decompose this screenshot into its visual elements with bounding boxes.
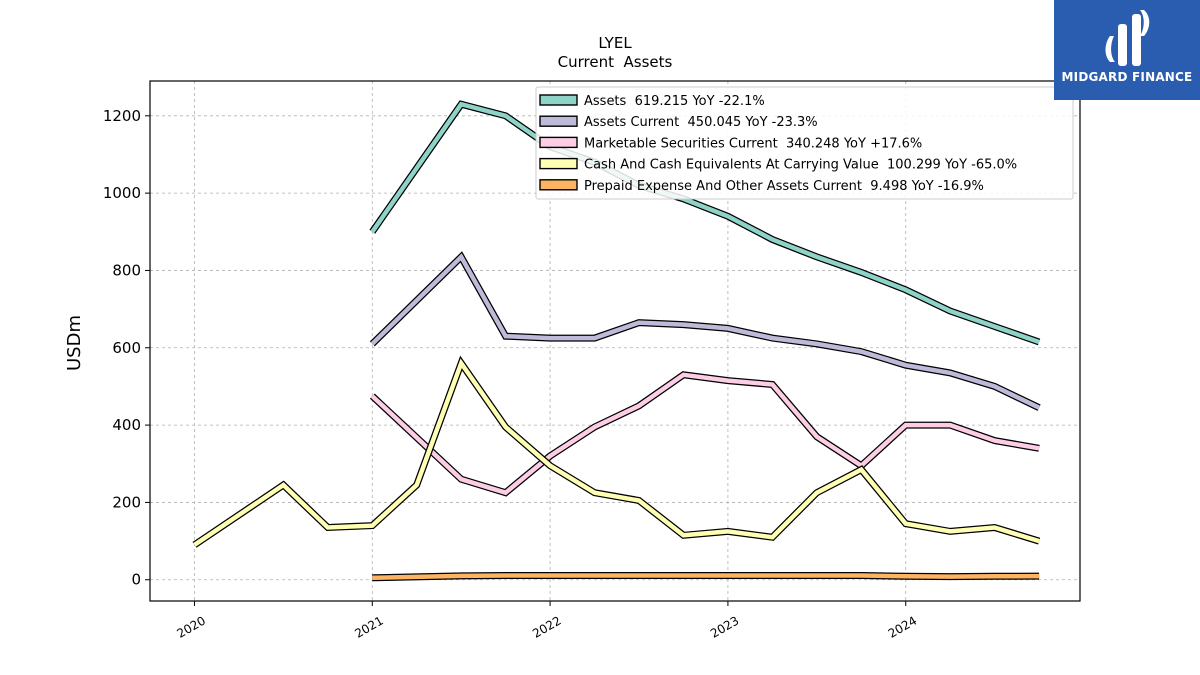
series-line [370,101,1040,345]
brand-mark-icon [1105,10,1150,66]
x-tick-label: 2022 [530,613,563,640]
legend-label: Assets Current 450.045 YoY -23.3% [584,115,818,130]
y-axis-label: USDm [64,315,85,371]
y-tick-label: 400 [112,416,141,434]
brand-logo: MIDGARD FINANCE [1054,0,1200,100]
x-tick-label: 2020 [175,613,208,640]
y-tick-label: 1000 [103,184,141,202]
y-tick-label: 600 [112,339,141,357]
x-tick-label: 2023 [708,613,741,640]
series-line [370,253,1041,410]
y-tick-label: 1200 [103,107,141,125]
series-lines [192,100,1041,582]
legend: Assets 619.215 YoY -22.1% Assets Current … [535,86,1074,200]
y-tick-label: 800 [112,261,141,279]
legend-swatch [539,115,578,127]
legend-swatch [539,94,578,106]
legend-swatch [539,179,578,191]
series-line-outline [369,371,1040,497]
legend-label: Cash And Cash Equivalents At Carrying Va… [584,158,1017,173]
legend-swatch [539,136,578,149]
legend-box [535,86,1074,200]
plot-frame [149,80,1081,602]
series-line [193,358,1040,547]
legend-label: Marketable Securities Current 340.248 Yo… [584,136,922,151]
series-line-outline [192,355,1041,548]
axis-ticks: 0 200 400 600 800 1000 1200 2020 2021 2022 2023 202… [103,107,919,641]
series-line [370,372,1040,496]
y-tick-label: 200 [112,493,141,511]
legend-swatch [539,157,578,170]
legend-label: Prepaid Expense And Other Assets Current… [584,179,984,194]
chart-title: LYEL [598,34,632,52]
brand-name: MIDGARD FINANCE [1061,70,1193,84]
x-tick-label: 2024 [886,613,919,640]
series-line [372,573,1040,581]
y-tick-label: 0 [131,571,141,589]
chart-subtitle: Current Assets [558,53,673,71]
legend-label: Assets 619.215 YoY -22.1% [584,94,765,109]
x-tick-label: 2021 [352,613,385,640]
